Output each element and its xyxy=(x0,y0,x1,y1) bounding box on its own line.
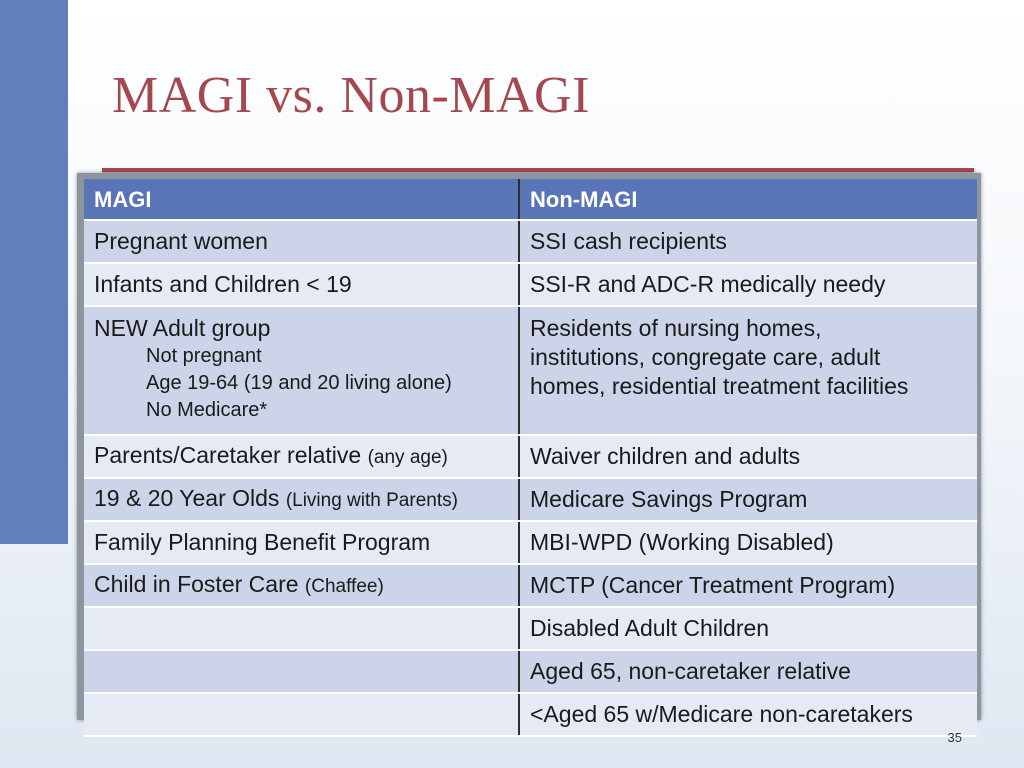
non-magi-cell: MBI-WPD (Working Disabled) xyxy=(519,521,977,565)
table-row: Child in Foster Care (Chaffee) MCTP (Can… xyxy=(84,564,977,608)
non-magi-cell: MCTP (Cancer Treatment Program) xyxy=(519,564,977,608)
header-magi: MAGI xyxy=(84,179,520,221)
table-row: Disabled Adult Children xyxy=(84,607,977,651)
magi-cell: Parents/Caretaker relative (any age) xyxy=(84,435,520,479)
magi-sub-item: Age 19-64 (19 and 20 living alone) xyxy=(146,372,452,394)
magi-cell: Pregnant women xyxy=(84,220,520,264)
magi-cell: 19 & 20 Year Olds (Living with Parents) xyxy=(84,478,520,522)
table-row: Pregnant women SSI cash recipients xyxy=(84,220,977,264)
non-magi-line: homes, residential treatment facilities xyxy=(530,373,909,399)
magi-note: (Chaffee) xyxy=(304,576,384,597)
table-row: Family Planning Benefit Program MBI-WPD … xyxy=(84,521,977,565)
table-row: Parents/Caretaker relative (any age) Wai… xyxy=(84,435,977,479)
slide-side-bar xyxy=(0,0,68,544)
table-row: <Aged 65 w/Medicare non-caretakers xyxy=(84,693,977,737)
page-number: 35 xyxy=(947,730,962,745)
non-magi-cell: Medicare Savings Program xyxy=(519,478,977,522)
non-magi-cell: SSI-R and ADC-R medically needy xyxy=(519,263,977,307)
magi-cell xyxy=(84,607,520,651)
magi-label: 19 & 20 Year Olds xyxy=(94,485,280,511)
magi-cell: Family Planning Benefit Program xyxy=(84,521,520,565)
magi-comparison-table: MAGI Non-MAGI Pregnant women SSI cash re… xyxy=(84,179,977,737)
slide-title: MAGI vs. Non-MAGI xyxy=(112,67,590,124)
magi-adult-group: NEW Adult group xyxy=(94,315,271,341)
magi-cell: NEW Adult group Not pregnant Age 19-64 (… xyxy=(84,306,520,436)
title-rule xyxy=(102,168,974,172)
magi-cell: Child in Foster Care (Chaffee) xyxy=(84,564,520,608)
magi-note: (any age) xyxy=(367,447,448,468)
magi-cell: Infants and Children < 19 xyxy=(84,263,520,307)
non-magi-cell: SSI cash recipients xyxy=(519,220,977,264)
magi-sub-item: No Medicare* xyxy=(146,399,268,421)
table-row: 19 & 20 Year Olds (Living with Parents) … xyxy=(84,478,977,522)
non-magi-cell: Residents of nursing homes, institutions… xyxy=(519,306,977,436)
magi-cell xyxy=(84,693,520,737)
non-magi-line: Residents of nursing homes, xyxy=(530,315,822,341)
magi-cell xyxy=(84,650,520,694)
table-header-row: MAGI Non-MAGI xyxy=(84,179,977,221)
magi-sub-item: Not pregnant xyxy=(146,345,262,367)
non-magi-cell: Disabled Adult Children xyxy=(519,607,977,651)
non-magi-cell: Waiver children and adults xyxy=(519,435,977,479)
table-row: NEW Adult group Not pregnant Age 19-64 (… xyxy=(84,306,977,436)
magi-label: Parents/Caretaker relative xyxy=(94,442,362,468)
comparison-table-frame: MAGI Non-MAGI Pregnant women SSI cash re… xyxy=(77,173,981,737)
table-row: Infants and Children < 19 SSI-R and ADC-… xyxy=(84,263,977,307)
magi-label: Child in Foster Care xyxy=(94,571,299,597)
table-row: Aged 65, non-caretaker relative xyxy=(84,650,977,694)
non-magi-cell: Aged 65, non-caretaker relative xyxy=(519,650,977,694)
non-magi-cell: <Aged 65 w/Medicare non-caretakers xyxy=(519,693,977,737)
non-magi-line: institutions, congregate care, adult xyxy=(530,344,881,370)
header-non-magi: Non-MAGI xyxy=(519,179,977,221)
magi-note: (Living with Parents) xyxy=(285,490,458,511)
